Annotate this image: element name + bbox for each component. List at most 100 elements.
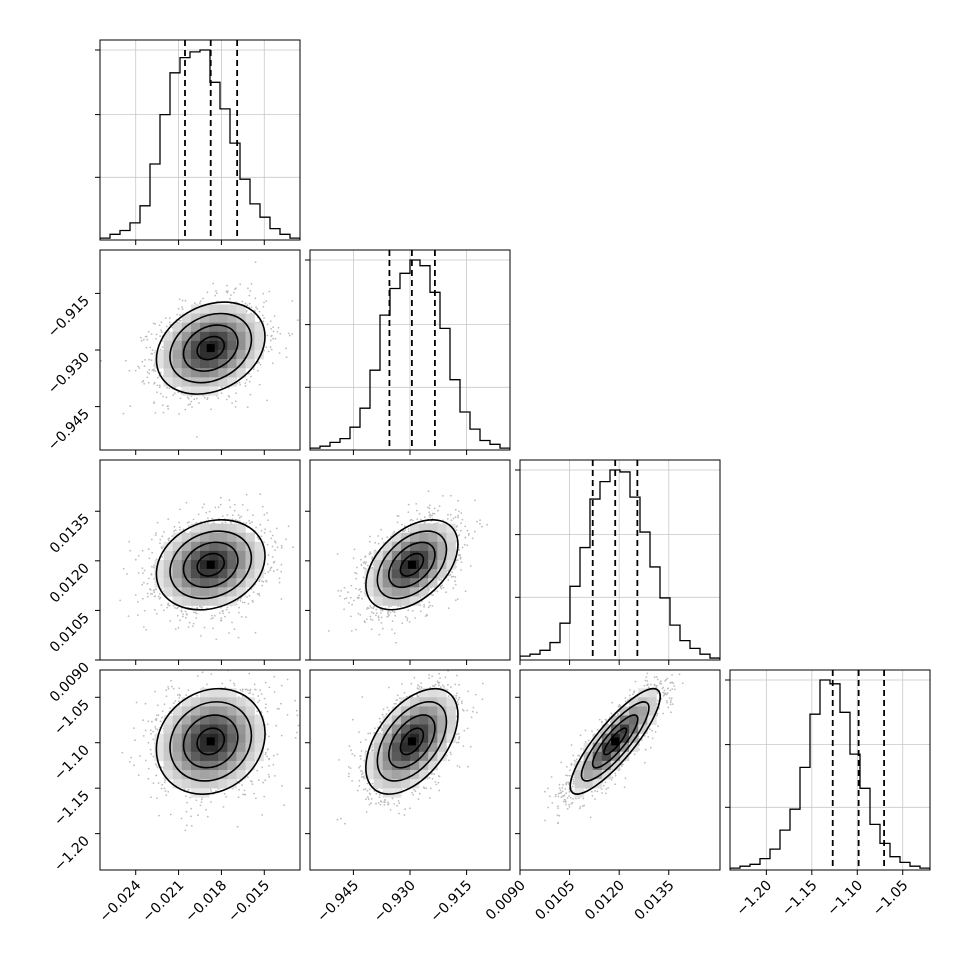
sample-point bbox=[165, 396, 168, 399]
density-cell bbox=[218, 322, 228, 333]
sample-point bbox=[362, 567, 365, 569]
sample-point bbox=[375, 614, 377, 617]
sample-point bbox=[158, 386, 161, 389]
sample-point bbox=[418, 512, 421, 515]
sample-point bbox=[166, 386, 169, 389]
sample-point bbox=[377, 615, 380, 617]
sample-point bbox=[149, 346, 152, 349]
sample-point bbox=[241, 504, 244, 506]
density-cell bbox=[218, 313, 228, 323]
sample-point bbox=[214, 506, 217, 509]
sample-point bbox=[255, 526, 257, 529]
sample-point bbox=[152, 322, 155, 325]
density-cell bbox=[190, 550, 201, 561]
density-cell bbox=[209, 550, 219, 561]
density-cell bbox=[181, 368, 192, 378]
sample-point bbox=[260, 530, 263, 532]
sample-point bbox=[433, 507, 436, 510]
sample-point bbox=[213, 614, 216, 617]
sample-point bbox=[287, 525, 290, 528]
sample-point bbox=[276, 568, 279, 571]
sample-point bbox=[231, 518, 234, 521]
sample-point bbox=[263, 301, 265, 304]
sample-point bbox=[158, 593, 161, 595]
sample-point bbox=[161, 556, 164, 558]
density-cell bbox=[190, 596, 201, 606]
sample-point bbox=[186, 522, 189, 524]
sample-point bbox=[258, 310, 261, 313]
density-cell bbox=[254, 569, 264, 579]
sample-point bbox=[184, 617, 187, 619]
density-cell bbox=[245, 331, 255, 342]
sample-point bbox=[429, 516, 432, 518]
sample-point bbox=[264, 528, 266, 531]
sample-point bbox=[266, 512, 268, 514]
sample-point bbox=[258, 594, 261, 597]
sample-point bbox=[414, 617, 417, 619]
density-cell bbox=[209, 322, 219, 333]
sample-point bbox=[258, 580, 261, 583]
scatter-panel-1-0: −0.945−0.930−0.915 bbox=[45, 249, 301, 455]
histogram-steps bbox=[310, 259, 510, 450]
sample-point bbox=[203, 503, 206, 506]
density-cell bbox=[181, 532, 192, 543]
sample-point bbox=[145, 346, 148, 349]
sample-point bbox=[339, 595, 341, 597]
sample-point bbox=[246, 509, 249, 511]
sample-point bbox=[359, 614, 362, 616]
sample-point bbox=[245, 493, 248, 496]
density-cell bbox=[163, 560, 173, 570]
sample-point bbox=[237, 514, 240, 517]
sample-point bbox=[270, 334, 273, 337]
sample-point bbox=[262, 305, 265, 308]
sample-point bbox=[381, 537, 384, 540]
sample-point bbox=[263, 531, 266, 534]
density-cell bbox=[218, 368, 228, 378]
density-cell bbox=[172, 359, 183, 369]
sample-point bbox=[423, 604, 426, 606]
sample-point bbox=[454, 576, 457, 578]
sample-point bbox=[292, 546, 294, 549]
density-cell bbox=[209, 313, 219, 323]
sample-point bbox=[155, 532, 157, 534]
density-cell bbox=[209, 523, 219, 533]
sample-point bbox=[179, 397, 182, 400]
sample-point bbox=[141, 583, 144, 586]
sample-point bbox=[249, 522, 252, 525]
sample-point bbox=[427, 490, 430, 493]
sample-point bbox=[371, 566, 374, 569]
density-cell bbox=[200, 359, 210, 369]
sample-point bbox=[446, 518, 449, 520]
sample-point bbox=[267, 571, 270, 573]
sample-point bbox=[182, 613, 185, 616]
scatter-panel-2-1 bbox=[305, 459, 511, 665]
sample-point bbox=[146, 371, 149, 373]
density-cell bbox=[227, 359, 237, 369]
sample-point bbox=[365, 561, 367, 563]
sample-point bbox=[177, 626, 180, 629]
sample-point bbox=[184, 408, 187, 411]
sample-point bbox=[247, 603, 250, 605]
sample-point bbox=[261, 580, 263, 582]
sample-point bbox=[461, 518, 464, 521]
sample-point bbox=[273, 540, 276, 543]
sample-point bbox=[126, 573, 128, 575]
sample-point bbox=[208, 510, 211, 513]
sample-point bbox=[179, 319, 182, 322]
sample-point bbox=[270, 537, 273, 540]
sample-point bbox=[189, 531, 192, 533]
sample-point bbox=[454, 508, 457, 511]
sample-point bbox=[351, 603, 353, 606]
sample-point bbox=[219, 612, 221, 614]
sample-point bbox=[214, 294, 217, 297]
y-tick-label: −0.915 bbox=[45, 293, 93, 341]
sample-point bbox=[262, 292, 265, 295]
sample-point bbox=[459, 529, 462, 532]
sample-point bbox=[252, 601, 254, 603]
sample-point bbox=[159, 392, 162, 395]
sample-point bbox=[268, 290, 271, 293]
sample-point bbox=[365, 618, 368, 621]
sample-point bbox=[153, 578, 155, 580]
density-cell bbox=[236, 550, 246, 561]
